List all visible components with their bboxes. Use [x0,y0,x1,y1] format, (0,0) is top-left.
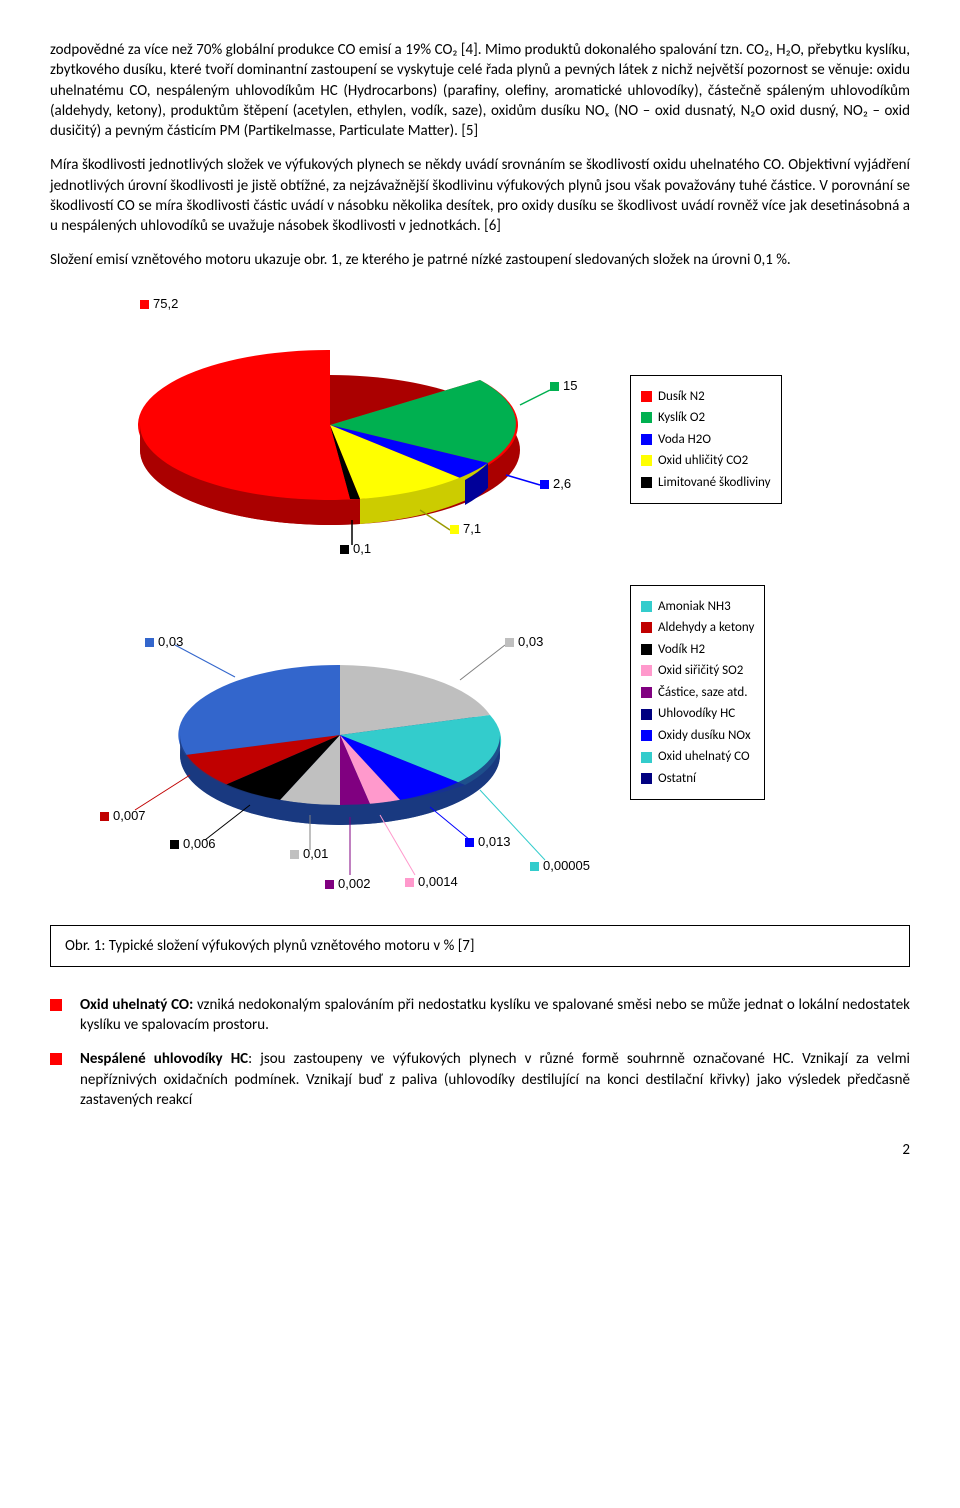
legend-swatch [641,601,652,612]
legend-item: Částice, saze atd. [641,684,754,702]
legend-swatch [641,665,652,676]
legend-swatch [641,687,652,698]
legend-swatch [641,752,652,763]
pie2-l-0-006: 0,006 [183,836,216,851]
pie2-l-0-03b: 0,03 [518,634,543,649]
legend-item: Oxid uhličitý CO2 [641,452,771,470]
legend-swatch [641,412,652,423]
bullet-1-bold: Oxid uhelnatý CO: [80,996,193,1014]
pie1-label-2-6: 2,6 [553,476,571,491]
pie1-label-0-1: 0,1 [353,541,371,556]
legend-item: Dusík N2 [641,388,771,406]
legend-label: Oxid uhličitý CO2 [658,452,748,470]
pie1-label-15: 15 [563,378,577,393]
paragraph-3: Složení emisí vznětového motoru ukazuje … [50,250,910,270]
legend-label: Vodík H2 [658,641,705,659]
pie2-l-0-007: 0,007 [113,808,146,823]
legend-item: Oxidy dusíku NOx [641,727,754,745]
legend-item: Limitované škodliviny [641,474,771,492]
red-square-icon [50,999,62,1011]
legend-item: Oxid siřičitý SO2 [641,662,754,680]
paragraph-1: zodpovědné za více než 70% globální prod… [50,40,910,141]
legend-item: Ostatní [641,770,754,788]
pie2-l-0-0014: 0,0014 [418,874,458,889]
page-number: 2 [50,1140,910,1160]
legend-1: Dusík N2 Kyslík O2 Voda H2O Oxid uhličitý C… [630,375,782,505]
legend-item: Uhlovodíky HC [641,705,754,723]
legend-label: Voda H2O [658,431,711,449]
legend-swatch [641,455,652,466]
legend-swatch [641,391,652,402]
chart-2: 0,03 0,007 0,006 0,01 0,002 0,0014 0,013… [50,585,910,905]
legend-item: Aldehydy a ketony [641,619,754,637]
pie2-l-0-03a: 0,03 [158,634,183,649]
red-square-icon [50,1053,62,1065]
legend-label: Oxid siřičitý SO2 [658,662,743,680]
legend-label: Kyslík O2 [658,409,705,427]
chart-1: 75,2 15 2,6 7,1 0,1 Dusík N2 Kyslík O2 Vod… [50,285,910,565]
pie1-label-7-1: 7,1 [463,521,481,536]
pie2-l-0-01: 0,01 [303,846,328,861]
legend-label: Oxid uhelnatý CO [658,748,750,766]
legend-swatch [641,434,652,445]
pie2-l-0-013: 0,013 [478,834,511,849]
legend-swatch [641,622,652,633]
legend-swatch [641,644,652,655]
pie2-l-0-00005: 0,00005 [543,858,590,873]
pie2-l-0-002: 0,002 [338,876,371,891]
paragraph-2: Míra škodlivosti jednotlivých složek ve … [50,155,910,236]
legend-2: Amoniak NH3 Aldehydy a ketony Vodík H2 Oxid… [630,585,765,801]
legend-swatch [641,709,652,720]
legend-label: Uhlovodíky HC [658,705,735,723]
legend-label: Oxidy dusíku NOx [658,727,751,745]
legend-swatch [641,730,652,741]
pie1-label-75-2: 75,2 [153,296,178,311]
legend-label: Aldehydy a ketony [658,619,754,637]
figure-caption: Obr. 1: Typické složení výfukových plynů… [50,925,910,967]
legend-label: Částice, saze atd. [658,684,747,702]
bullet-2-bold: Nespálené uhlovodíky HC [80,1050,248,1068]
legend-item: Kyslík O2 [641,409,771,427]
legend-swatch [641,477,652,488]
legend-item: Oxid uhelnatý CO [641,748,754,766]
legend-item: Vodík H2 [641,641,754,659]
legend-item: Voda H2O [641,431,771,449]
legend-swatch [641,773,652,784]
legend-label: Dusík N2 [658,388,705,406]
legend-label: Amoniak NH3 [658,598,731,616]
bullet-1: Oxid uhelnatý CO: vzniká nedokonalým spa… [50,995,910,1036]
bullet-1-text: vzniká nedokonalým spalováním při nedost… [80,996,910,1034]
legend-label: Ostatní [658,770,696,788]
legend-item: Amoniak NH3 [641,598,754,616]
bullet-2: Nespálené uhlovodíky HC: jsou zastoupeny… [50,1049,910,1110]
legend-label: Limitované škodliviny [658,474,771,492]
